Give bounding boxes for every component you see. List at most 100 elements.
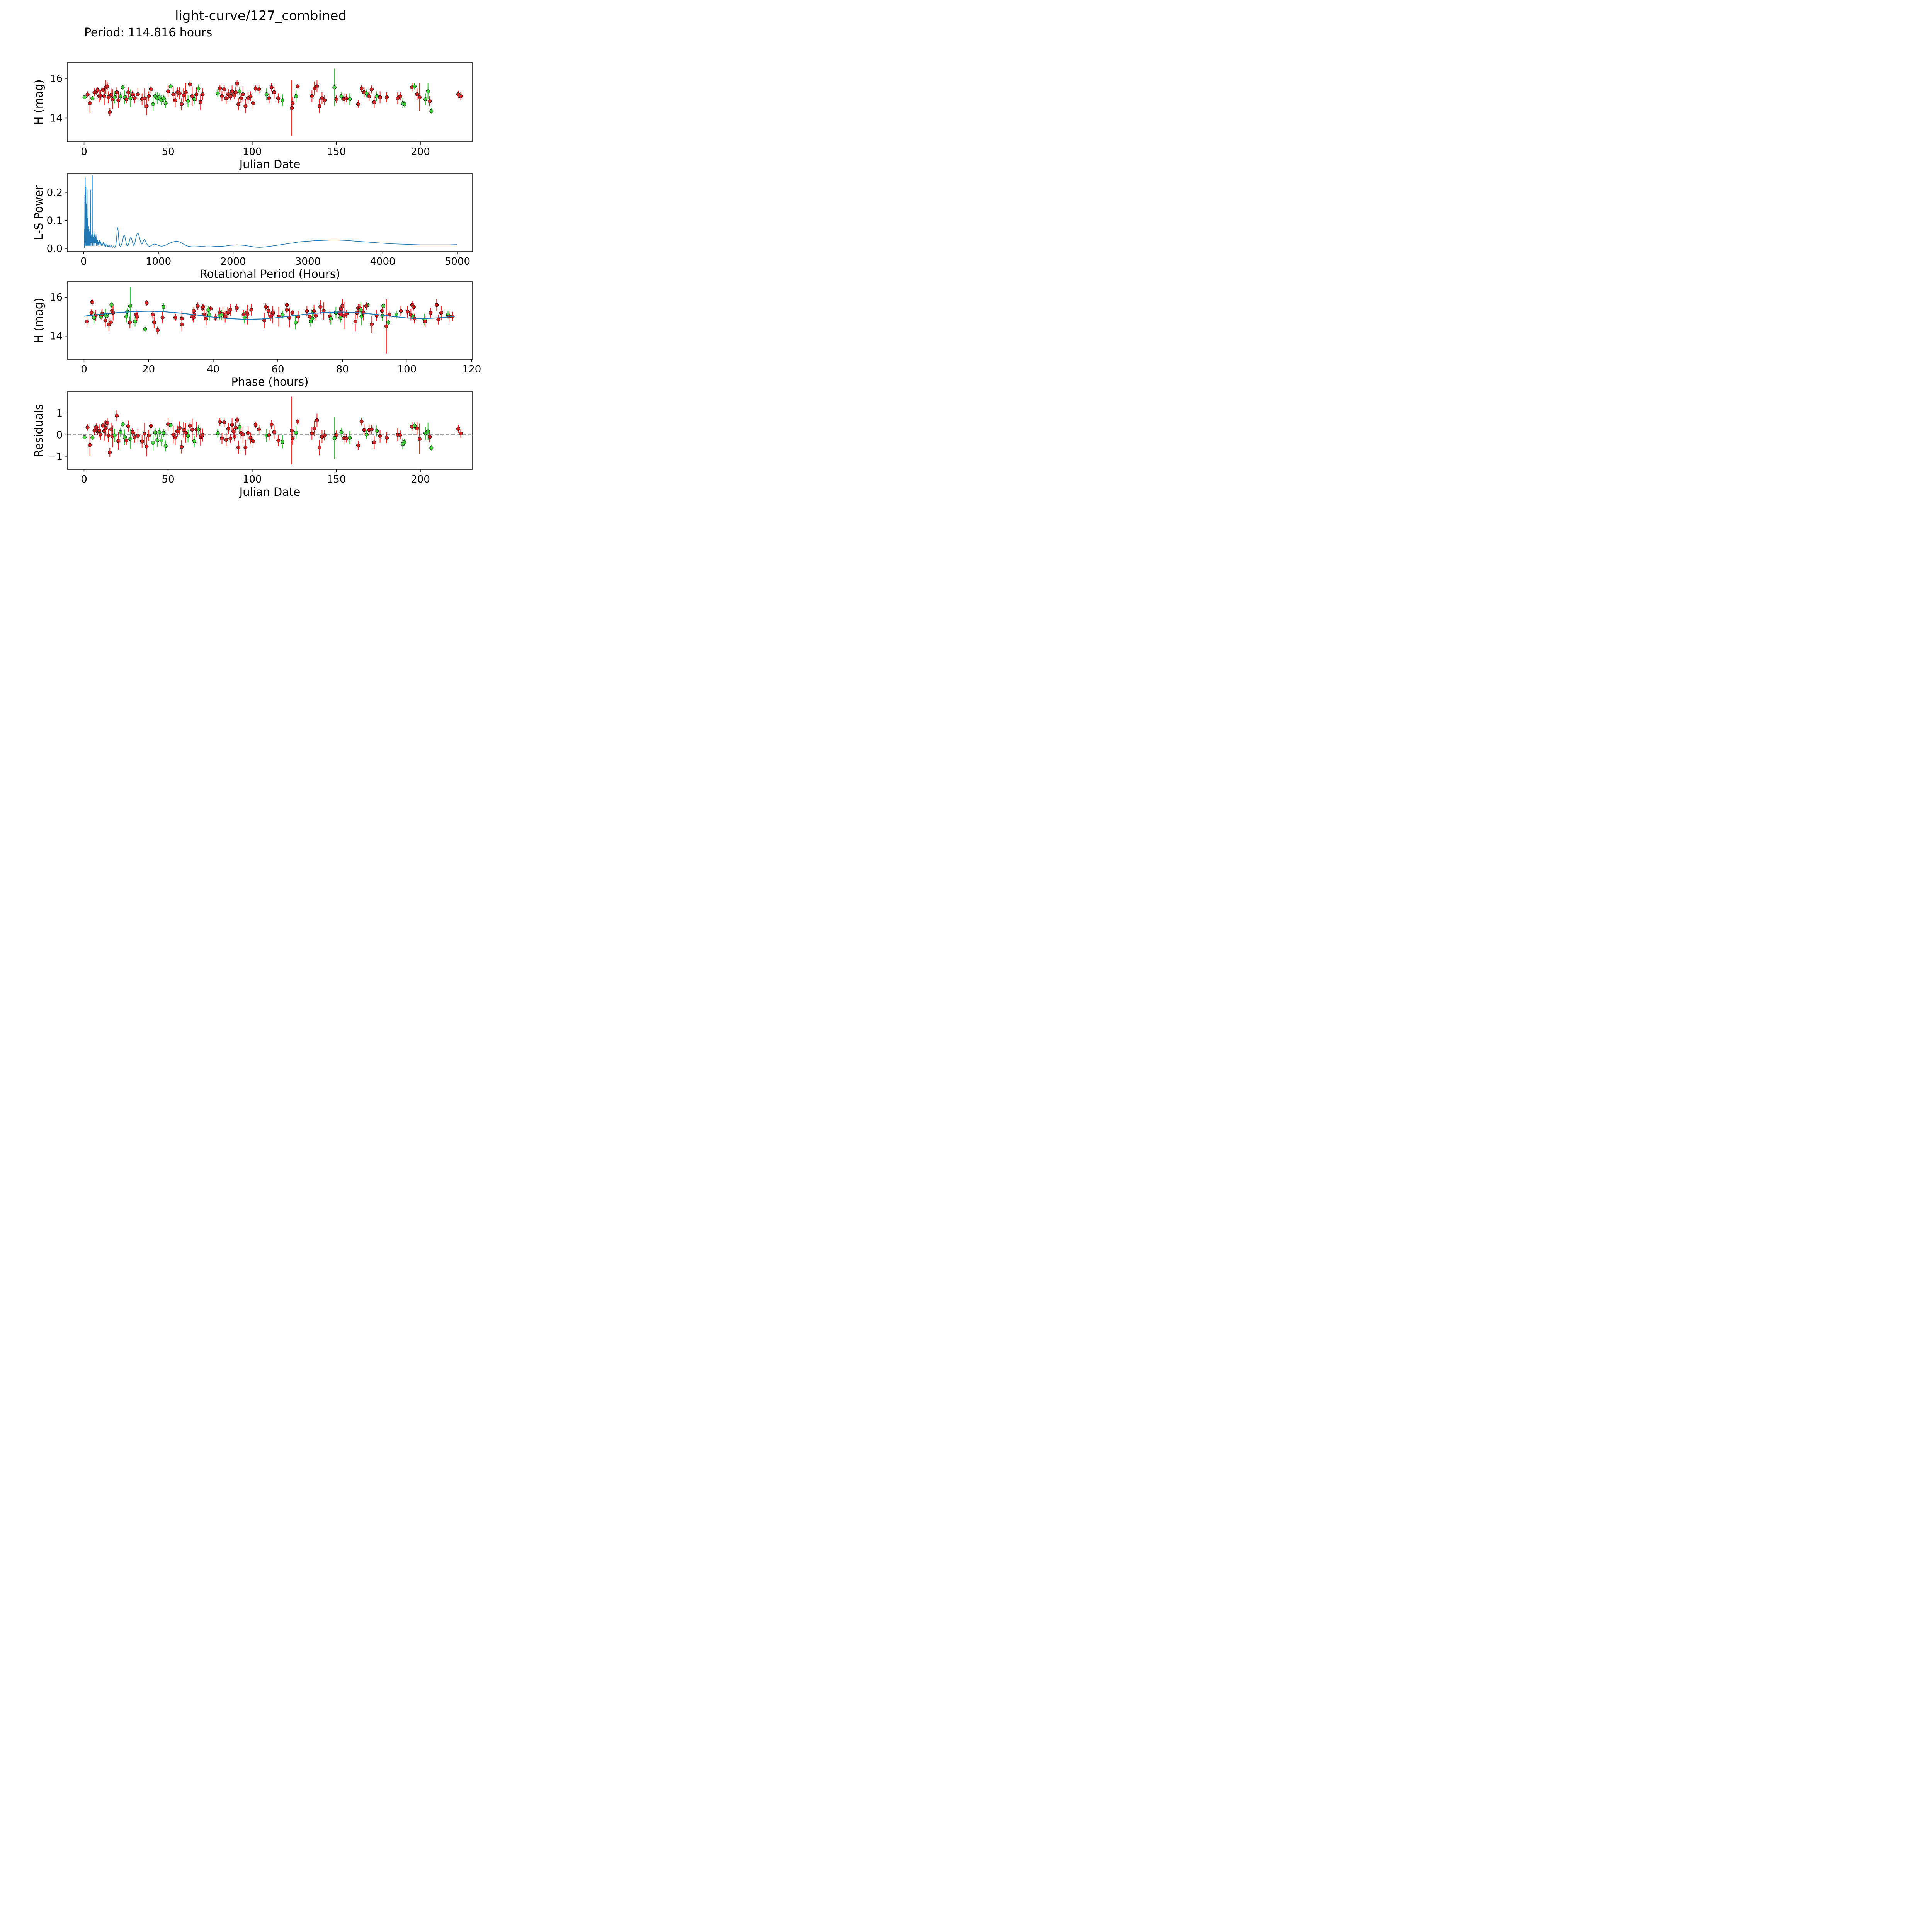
data-point [378,434,382,439]
x-tick-label: 50 [162,146,175,158]
data-point [133,96,137,100]
data-point [121,85,125,90]
data-point [177,426,182,430]
y-axis-label: L-S Power [32,185,45,240]
data-point [398,433,402,437]
data-point [402,102,406,106]
data-point [147,94,151,99]
panel-phase: 0 20 40 60 80 100 120 14 16 Phase (hours) H (mag) [32,281,481,388]
x-tick-label: 150 [327,146,346,158]
data-point [106,95,111,99]
data-point [85,319,89,324]
data-point [342,313,346,318]
data-point [104,426,108,430]
data-point [296,420,300,424]
data-point [399,309,403,313]
data-point [194,92,199,97]
data-point [415,92,419,97]
data-point [228,308,233,312]
data-point [235,418,239,422]
x-tick-label: 20 [142,364,155,375]
data-point [423,97,428,101]
data-point [109,427,113,432]
data-point [128,96,133,100]
data-point [309,319,313,324]
data-point [340,304,345,308]
figure-title: light-curve/127_combined [175,8,347,24]
data-point [412,84,417,88]
data-point [171,432,175,437]
data-point [293,320,298,325]
data-point [348,435,352,440]
data-point [173,315,178,320]
data-point [184,431,188,435]
data-point [128,304,133,308]
y-tick-label: 0 [56,430,63,441]
data-point [196,86,201,90]
x-tick-label: 200 [411,474,430,485]
data-point [224,96,228,100]
data-point [412,423,417,428]
y-tick-label: 16 [50,292,63,303]
data-point [101,423,105,428]
data-point [206,308,211,312]
data-point [112,95,117,99]
data-point [168,84,173,88]
data-point [112,433,117,437]
data-point [92,315,96,320]
data-point [228,437,233,441]
data-point [334,311,338,315]
data-point [151,102,155,106]
data-point [249,308,253,312]
figure-canvas: light-curve/127_combined Period: 114.816… [32,8,481,498]
data-point [381,304,386,308]
data-point [145,301,149,305]
data-point [159,439,163,443]
data-point [294,94,298,99]
periodogram-curve [84,175,457,248]
panel-residuals: 0 50 100 150 200 −1 0 1 Julian Date Residuals [32,391,473,498]
data-point [429,311,433,315]
data-point [234,90,238,94]
data-point [364,91,369,95]
data-point [459,431,463,435]
data-point [234,425,238,430]
data-point [312,426,316,430]
data-point [133,435,137,439]
data-point [235,306,239,310]
data-point [322,433,327,437]
x-tick-label: 5000 [445,256,470,267]
x-tick-label: 1000 [146,256,171,267]
data-point [243,445,248,449]
data-point [364,432,369,437]
data-point [271,311,275,315]
data-point [370,322,374,327]
data-point [97,429,101,433]
data-point [236,445,241,449]
data-point [82,435,87,439]
x-tick-label: 100 [243,474,262,485]
data-point [171,92,175,97]
data-point [353,319,357,324]
data-point [248,436,253,440]
data-point [238,89,242,94]
data-point [188,82,192,87]
data-point [99,93,103,97]
data-point [100,313,104,317]
data-point [218,420,222,424]
data-point [374,429,379,433]
data-point [130,92,134,97]
data-point [251,439,255,444]
data-point [332,85,337,90]
data-point [314,313,318,318]
panel-periodogram: 0 1000 2000 3000 4000 5000 0.0 0.1 0.2 Rotational… [32,173,473,281]
data-point [192,97,196,101]
data-point [182,93,186,97]
data-point [145,444,149,449]
data-point [281,313,285,317]
data-point [423,319,427,324]
data-point [162,96,166,100]
axes-box [67,281,473,360]
data-point [317,446,322,450]
data-point [426,89,430,94]
